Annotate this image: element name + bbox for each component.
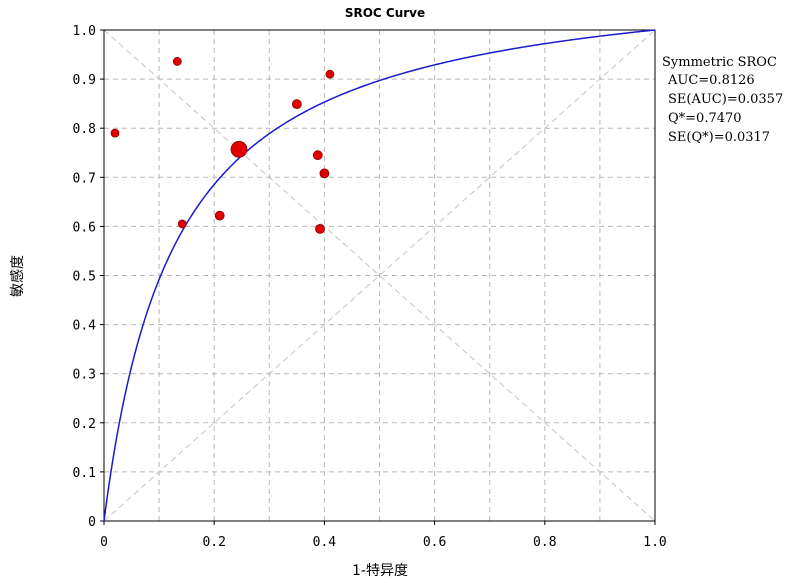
study-point — [177, 219, 187, 229]
study-point — [230, 140, 248, 158]
x-axis-ticks: 0 0.2 0.4 0.6 0.8 1.0 — [100, 521, 667, 550]
y-tick-label: 0.6 — [73, 220, 96, 235]
chart-title: SROC Curve — [345, 6, 425, 20]
y-axis-label: 敏感度 — [9, 255, 26, 297]
y-tick-label: 0.1 — [73, 466, 96, 481]
y-tick-label: 0 — [88, 515, 96, 530]
study-point — [172, 57, 182, 66]
study-point — [319, 168, 330, 179]
study-point — [325, 69, 335, 79]
study-point — [291, 99, 302, 110]
stats-box: Symmetric SROC AUC=0.8126 SE(AUC)=0.0357… — [662, 55, 783, 145]
x-tick-label: 0.6 — [423, 535, 446, 550]
stats-heading: Symmetric SROC — [662, 55, 777, 70]
y-tick-label: 0.5 — [73, 270, 96, 285]
study-point — [315, 223, 325, 234]
stats-se-q-star: SE(Q*)=0.0317 — [668, 130, 770, 145]
x-tick-label: 0.8 — [533, 535, 556, 550]
y-tick-label: 0.8 — [73, 122, 96, 137]
stats-q-star: Q*=0.7470 — [668, 111, 742, 126]
grid-lines — [104, 30, 655, 521]
chance-line — [103, 29, 656, 522]
sroc-curve-line — [103, 29, 656, 522]
stats-se-auc: SE(AUC)=0.0357 — [668, 92, 783, 107]
x-tick-label: 0.4 — [313, 535, 337, 550]
x-tick-label: 1.0 — [643, 535, 666, 550]
y-tick-label: 1.0 — [73, 24, 96, 39]
x-axis-label: 1-特异度 — [352, 563, 408, 579]
q-star-line — [103, 29, 656, 522]
study-point — [110, 128, 120, 138]
stats-auc: AUC=0.8126 — [667, 73, 755, 88]
y-tick-label: 0.7 — [73, 171, 96, 186]
diagonal-reference-lines — [103, 29, 656, 522]
y-tick-label: 0.4 — [73, 319, 97, 334]
y-tick-label: 0.9 — [73, 73, 96, 88]
study-point — [214, 210, 225, 221]
study-points — [110, 57, 335, 234]
study-point — [312, 150, 323, 161]
y-axis-ticks: 0 0.1 0.2 0.3 0.4 0.5 0.6 0.7 0.8 0.9 1.0 — [73, 24, 104, 530]
x-tick-label: 0 — [100, 535, 108, 550]
y-tick-label: 0.3 — [73, 368, 96, 383]
x-tick-label: 0.2 — [202, 535, 225, 550]
y-tick-label: 0.2 — [73, 417, 96, 432]
